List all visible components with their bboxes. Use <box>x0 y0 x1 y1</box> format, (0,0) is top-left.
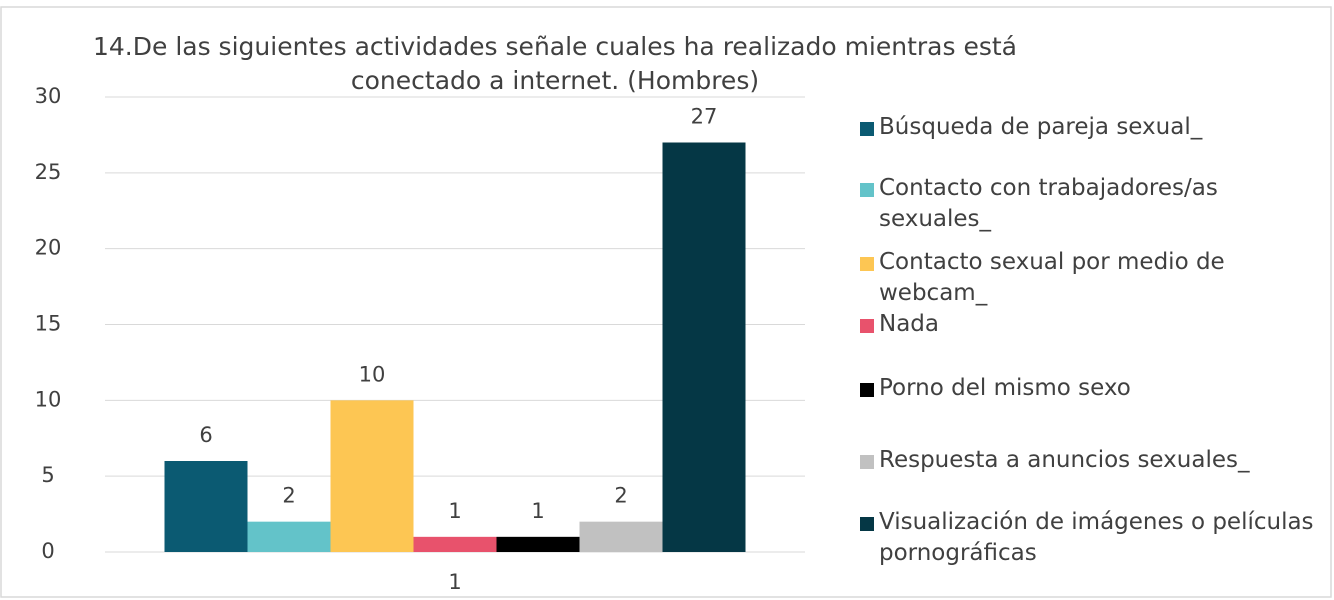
bar <box>413 536 497 552</box>
legend-label: Contacto sexual por medio de webcam_ <box>879 249 1225 306</box>
legend-label: Nada <box>879 311 939 337</box>
bar <box>247 521 331 552</box>
chart-border <box>0 6 1332 598</box>
bar <box>496 536 580 552</box>
legend-item: Búsqueda de pareja sexual_ <box>860 112 1320 143</box>
legend-swatch <box>860 319 874 333</box>
legend-swatch <box>860 383 874 397</box>
data-label: 27 <box>691 105 718 129</box>
legend-label: Contacto con trabajadores/as sexuales_ <box>879 175 1218 232</box>
legend-label: Visualización de imágenes o películas po… <box>879 509 1314 566</box>
legend-swatch <box>860 183 874 197</box>
data-label: 1 <box>448 499 461 523</box>
x-tick-label: 1 <box>448 570 461 594</box>
legend-label: Búsqueda de pareja sexual_ <box>879 114 1203 140</box>
legend-item: Visualización de imágenes o películas po… <box>860 507 1320 569</box>
y-tick-label: 10 <box>35 387 62 411</box>
legend-swatch <box>860 122 874 136</box>
data-label: 2 <box>614 484 627 508</box>
y-tick-label: 30 <box>35 84 62 108</box>
y-tick-label: 20 <box>35 236 62 260</box>
legend-swatch <box>860 517 874 531</box>
legend-item: Contacto sexual por medio de webcam_ <box>860 247 1320 309</box>
legend-label: Porno del mismo sexo <box>879 375 1131 401</box>
bar <box>164 461 248 552</box>
legend-item: Contacto con trabajadores/as sexuales_ <box>860 173 1320 235</box>
data-label: 2 <box>282 484 295 508</box>
y-tick-label: 25 <box>35 160 62 184</box>
data-label: 10 <box>359 362 386 386</box>
legend-item: Respuesta a anuncios sexuales_ <box>860 445 1320 476</box>
legend-swatch <box>860 455 874 469</box>
bar <box>662 142 746 552</box>
data-label: 1 <box>531 499 544 523</box>
y-tick-label: 5 <box>41 463 54 487</box>
legend-item: Porno del mismo sexo <box>860 373 1320 404</box>
y-tick-label: 15 <box>35 312 62 336</box>
y-tick-label: 0 <box>41 539 54 563</box>
bar <box>330 400 414 552</box>
data-label: 6 <box>199 423 212 447</box>
legend-label: Respuesta a anuncios sexuales_ <box>879 447 1250 473</box>
legend-item: Nada <box>860 309 1320 340</box>
chart-title: 14.De las siguientes actividades señale … <box>92 32 1017 95</box>
legend-swatch <box>860 257 874 271</box>
bar <box>579 521 663 552</box>
